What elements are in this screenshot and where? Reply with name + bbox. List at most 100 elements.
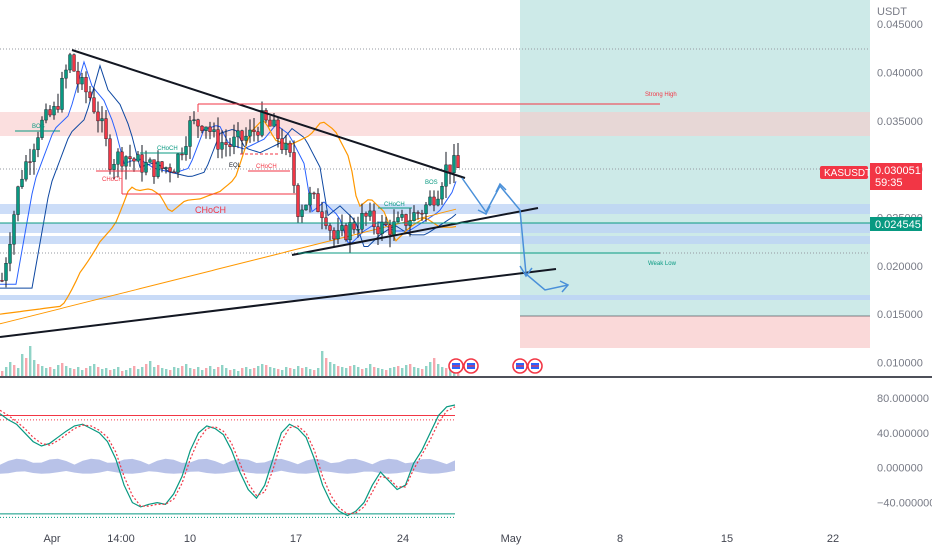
- structure-lines: [0, 49, 870, 338]
- candle: [128, 144, 132, 167]
- candle-body: [60, 77, 64, 110]
- volume-bar: [289, 368, 292, 376]
- candle: [48, 105, 52, 118]
- oscillator-pane: [0, 404, 456, 518]
- candle-body: [68, 54, 72, 71]
- candle-body: [64, 69, 68, 79]
- volume-bar: [1, 371, 4, 376]
- volume-bar: [369, 364, 372, 376]
- candle: [224, 129, 228, 157]
- candle-body: [412, 212, 416, 221]
- candle-body: [4, 263, 8, 281]
- volume-bar: [377, 368, 380, 376]
- price-tick: 0.010000: [877, 358, 923, 370]
- candle-body: [88, 91, 92, 98]
- symbol-tag[interactable]: KASUSDT: [820, 166, 871, 179]
- volume-bar: [253, 368, 256, 376]
- candle: [300, 204, 304, 224]
- time-tick: 10: [184, 533, 196, 545]
- event-flag-icon: [512, 358, 528, 374]
- candle-body: [100, 118, 104, 122]
- candle: [324, 210, 328, 230]
- time-tick: Apr: [43, 533, 60, 545]
- volume-bar: [425, 366, 428, 376]
- candle: [0, 272, 4, 283]
- volume-bar: [349, 366, 352, 376]
- ma-fast: [0, 60, 457, 285]
- candle-body: [396, 217, 400, 222]
- volume-bar: [353, 365, 356, 376]
- candle-body: [168, 167, 172, 172]
- osc-histogram-band: [0, 458, 455, 474]
- label-choch-low: CHoCH: [384, 202, 405, 208]
- volume-bar: [173, 367, 176, 376]
- volume-bar: [321, 351, 324, 376]
- candle: [420, 209, 424, 221]
- candle: [276, 117, 280, 148]
- candle: [148, 157, 152, 163]
- volume-bar: [165, 369, 168, 376]
- candle: [296, 183, 300, 224]
- candle: [400, 209, 404, 221]
- candle: [156, 150, 160, 179]
- volume-bar: [57, 365, 60, 376]
- candle-body: [180, 153, 184, 156]
- volume-bar: [441, 367, 444, 376]
- volume-bar: [61, 363, 64, 376]
- volume-bar: [69, 368, 72, 376]
- candle: [352, 217, 356, 234]
- candle: [72, 53, 76, 72]
- volume-bar: [49, 367, 52, 376]
- candle: [312, 191, 316, 200]
- candle-body: [56, 106, 60, 110]
- price-tick: 0.045000: [877, 19, 923, 31]
- oscillator-axis: 80.000000 40.000000 0.000000 −40.000000: [877, 393, 932, 510]
- candle: [316, 188, 320, 213]
- candle: [212, 122, 216, 138]
- volume-bar: [337, 366, 340, 376]
- volume-bar: [325, 358, 328, 376]
- current-price-tag[interactable]: 0.030051 59:35: [870, 163, 922, 190]
- candle-body: [300, 209, 304, 217]
- candle-body: [84, 77, 88, 93]
- candle: [416, 210, 420, 220]
- volume-bar: [113, 369, 116, 376]
- projection-arrowhead-1: [477, 205, 491, 216]
- candle: [452, 143, 456, 183]
- volume-bar: [445, 368, 448, 376]
- time-tick: 8: [617, 533, 623, 545]
- volume-bar: [157, 365, 160, 376]
- candle-body: [32, 149, 36, 163]
- candle-body: [376, 226, 380, 235]
- candle: [96, 101, 100, 133]
- volume-bar: [273, 368, 276, 376]
- candle-body: [312, 192, 316, 195]
- candle: [340, 214, 344, 237]
- candle: [28, 148, 32, 175]
- candle-body: [28, 161, 32, 163]
- volume-bar: [161, 368, 164, 376]
- volume-bar: [185, 364, 188, 376]
- candle-body: [124, 156, 128, 167]
- candle-body: [24, 161, 28, 180]
- candle: [16, 185, 20, 222]
- candle: [172, 169, 176, 173]
- candle: [288, 140, 292, 158]
- event-flag-icon: [448, 358, 464, 374]
- candle: [232, 124, 236, 155]
- candle: [180, 147, 184, 161]
- candle-body: [432, 196, 436, 206]
- candle: [160, 160, 164, 173]
- volume-bar: [293, 369, 296, 376]
- volume-bar: [93, 364, 96, 376]
- level-price-tag[interactable]: 0.024545: [870, 217, 922, 231]
- candle-body: [224, 142, 228, 145]
- volume-bar: [385, 370, 388, 376]
- candle-body: [144, 162, 148, 173]
- candle-body: [176, 153, 180, 173]
- volume-bar: [53, 369, 56, 376]
- volume-bar: [89, 366, 92, 376]
- candle-body: [184, 146, 188, 155]
- candle-body: [272, 119, 276, 127]
